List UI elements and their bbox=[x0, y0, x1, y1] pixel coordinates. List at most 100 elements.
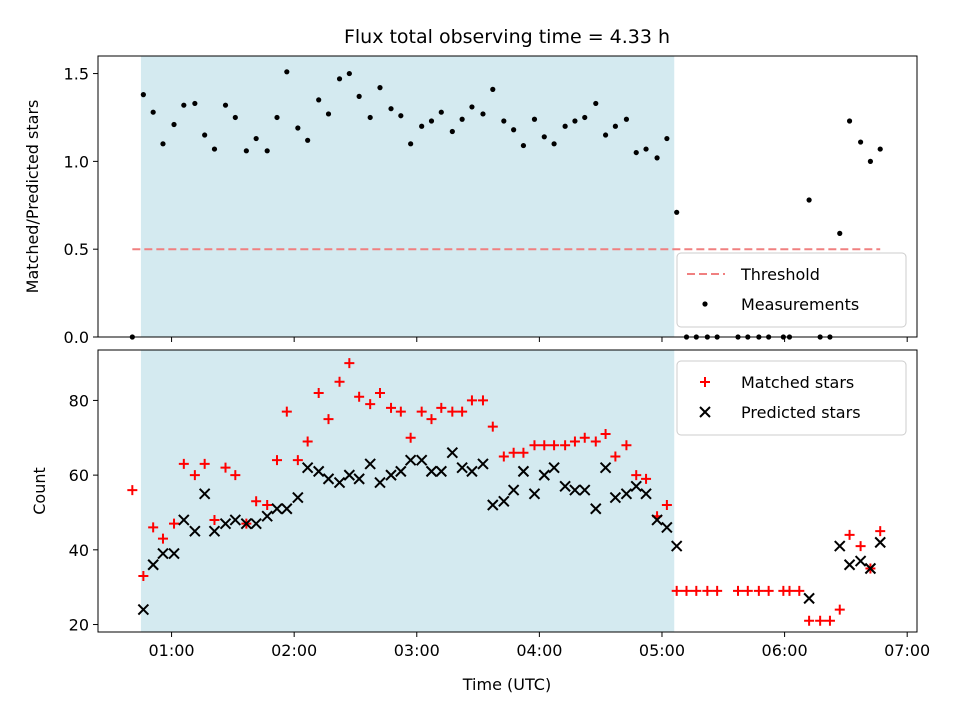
observing-window-band bbox=[140, 56, 675, 337]
data-point bbox=[240, 517, 253, 530]
data-point bbox=[507, 484, 520, 496]
data-point bbox=[447, 406, 458, 417]
data-point bbox=[834, 604, 845, 615]
data-point bbox=[633, 149, 639, 156]
data-point bbox=[395, 465, 407, 478]
data-point bbox=[855, 541, 866, 552]
data-point bbox=[385, 469, 397, 481]
data-point bbox=[854, 555, 867, 567]
data-point bbox=[477, 458, 489, 470]
data-point bbox=[548, 461, 560, 474]
x-tick-label: 07:00 bbox=[884, 641, 930, 660]
data-point bbox=[148, 522, 159, 533]
data-point bbox=[140, 92, 146, 98]
legend-plus-swatch bbox=[700, 377, 710, 387]
data-point bbox=[262, 500, 273, 511]
data-point bbox=[253, 135, 259, 142]
data-point bbox=[333, 476, 346, 489]
chart-title: Flux total observing time = 4.33 h bbox=[344, 26, 670, 48]
data-point bbox=[449, 128, 455, 135]
data-point bbox=[181, 102, 187, 108]
data-point bbox=[325, 111, 332, 117]
data-point bbox=[147, 559, 159, 571]
x-tick-label: 05:00 bbox=[639, 641, 685, 660]
count-panel: 01:00 02:00 03:00 04:00 05:00 06:00 07:00 20 40 6… bbox=[30, 349, 930, 660]
series-matched-stars bbox=[127, 358, 886, 626]
data-point bbox=[477, 395, 488, 406]
y-tick-label: 1.0 bbox=[64, 152, 89, 171]
legend: Threshold Measurements bbox=[676, 252, 907, 328]
data-point bbox=[621, 440, 632, 451]
data-point bbox=[480, 111, 486, 117]
data-point bbox=[199, 458, 210, 469]
axes-frame bbox=[97, 55, 918, 338]
y-tick-label: 60 bbox=[69, 466, 89, 485]
legend-x-swatch bbox=[699, 406, 711, 418]
data-point bbox=[229, 514, 242, 526]
data-point bbox=[877, 146, 883, 152]
data-point bbox=[681, 585, 692, 596]
data-point bbox=[322, 473, 335, 485]
data-point bbox=[846, 118, 853, 124]
y-tick-label: 20 bbox=[69, 616, 89, 635]
data-point bbox=[579, 432, 590, 443]
legend: Matched stars Predicted stars bbox=[676, 360, 907, 436]
data-point bbox=[806, 197, 812, 203]
data-point bbox=[344, 358, 355, 369]
data-point bbox=[398, 113, 404, 119]
data-point bbox=[466, 465, 478, 478]
data-point bbox=[528, 488, 541, 500]
data-point bbox=[803, 592, 815, 605]
data-point bbox=[374, 387, 385, 398]
data-point bbox=[753, 585, 764, 596]
x-tick-label: 03:00 bbox=[394, 641, 440, 660]
data-point bbox=[435, 465, 448, 478]
data-point bbox=[538, 469, 550, 481]
y-axis-label: Matched/Predicted stars bbox=[23, 100, 42, 294]
data-point bbox=[794, 585, 805, 596]
data-point bbox=[551, 141, 557, 147]
axes-frame bbox=[97, 349, 918, 633]
data-point bbox=[609, 491, 622, 504]
legend-dot-swatch bbox=[702, 301, 708, 307]
data-point bbox=[569, 436, 580, 447]
data-point bbox=[261, 510, 273, 522]
data-point bbox=[272, 455, 283, 466]
data-point bbox=[436, 402, 447, 413]
data-point bbox=[264, 148, 270, 154]
data-point bbox=[732, 585, 743, 596]
data-point bbox=[405, 432, 416, 443]
data-point bbox=[466, 395, 477, 406]
data-point bbox=[569, 484, 581, 496]
data-point bbox=[670, 540, 683, 552]
x-tick-label: 02:00 bbox=[271, 641, 317, 660]
y-tick-label: 40 bbox=[69, 541, 89, 560]
x-tick-label: 01:00 bbox=[149, 641, 195, 660]
data-point bbox=[541, 134, 547, 140]
data-point bbox=[469, 104, 475, 110]
data-point bbox=[858, 139, 864, 145]
data-point bbox=[590, 436, 601, 447]
data-point bbox=[198, 488, 211, 500]
data-point bbox=[386, 402, 397, 413]
data-point bbox=[498, 495, 510, 507]
data-point bbox=[250, 517, 262, 530]
data-point bbox=[395, 406, 406, 417]
data-point bbox=[189, 525, 201, 537]
y-tick-label: 0.0 bbox=[64, 328, 89, 347]
data-point bbox=[459, 116, 465, 122]
data-point bbox=[539, 440, 550, 451]
data-point bbox=[630, 480, 642, 493]
data-point bbox=[640, 488, 652, 500]
data-point bbox=[511, 127, 517, 133]
data-point bbox=[157, 547, 169, 560]
data-point bbox=[168, 547, 180, 560]
data-point bbox=[251, 496, 262, 507]
data-point bbox=[281, 503, 293, 515]
data-point bbox=[374, 476, 386, 489]
data-point bbox=[271, 503, 283, 515]
data-point bbox=[222, 102, 229, 108]
data-point bbox=[292, 491, 304, 504]
data-point bbox=[404, 454, 417, 466]
data-point bbox=[529, 440, 540, 451]
